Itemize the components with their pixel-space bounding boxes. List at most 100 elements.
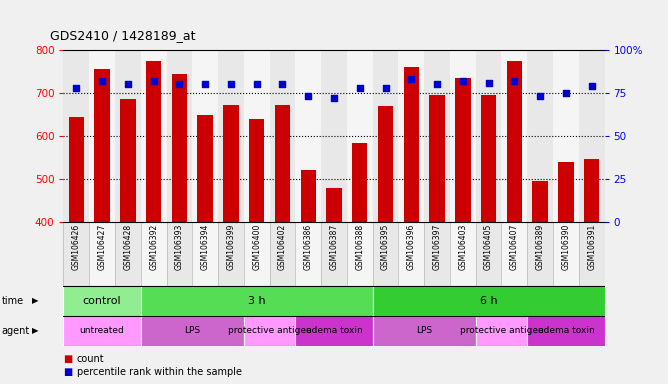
Bar (90, 50, 115, 222)
Text: GSM106387: GSM106387 (329, 223, 339, 270)
Bar (584, 159, 599, 222)
Bar (502, 50, 527, 222)
Bar (578, 222, 605, 286)
Bar (141, 222, 166, 286)
Text: time: time (1, 296, 23, 306)
Bar (476, 316, 527, 346)
Bar (166, 222, 192, 286)
Point (560, 90, 571, 96)
Point (587, 83, 597, 89)
Bar (218, 222, 244, 286)
Bar (527, 316, 605, 346)
Bar (558, 162, 574, 222)
Bar (192, 222, 218, 286)
Text: GSM106428: GSM106428 (124, 223, 132, 270)
Text: protective antigen: protective antigen (460, 326, 543, 335)
Bar (63, 50, 90, 222)
Text: percentile rank within the sample: percentile rank within the sample (77, 367, 242, 377)
Point (406, 76, 417, 82)
Bar (115, 222, 141, 286)
Text: GSM106403: GSM106403 (458, 223, 468, 270)
Bar (223, 105, 238, 222)
Bar (578, 50, 605, 222)
Text: GSM106427: GSM106427 (98, 223, 107, 270)
Bar (481, 95, 496, 222)
Point (483, 79, 494, 86)
Bar (352, 142, 367, 222)
Bar (301, 170, 316, 222)
Bar (115, 50, 141, 222)
Point (432, 81, 442, 88)
Bar (476, 50, 502, 222)
Text: control: control (83, 296, 122, 306)
Text: GSM106393: GSM106393 (175, 223, 184, 270)
Text: ▶: ▶ (32, 326, 39, 335)
Bar (321, 222, 347, 286)
Bar (270, 50, 295, 222)
Bar (527, 50, 553, 222)
Bar (450, 50, 476, 222)
Bar (506, 61, 522, 222)
Text: GSM106399: GSM106399 (226, 223, 235, 270)
Bar (249, 119, 265, 222)
Text: LPS: LPS (416, 326, 432, 335)
Point (122, 81, 133, 88)
Bar (270, 222, 295, 286)
Bar (553, 222, 578, 286)
Bar (94, 70, 110, 222)
Bar (502, 222, 527, 286)
Bar (373, 222, 398, 286)
Bar (403, 67, 419, 222)
Bar (373, 316, 476, 346)
Bar (455, 78, 470, 222)
Bar (295, 50, 321, 222)
Bar (166, 50, 192, 222)
Text: ■: ■ (63, 367, 73, 377)
Bar (321, 50, 347, 222)
Text: protective antigen: protective antigen (228, 326, 311, 335)
Text: 3 h: 3 h (248, 296, 265, 306)
Bar (63, 222, 90, 286)
Text: ▶: ▶ (32, 296, 39, 305)
Text: count: count (77, 354, 104, 364)
Point (380, 85, 391, 91)
Text: GSM106397: GSM106397 (433, 223, 442, 270)
Point (200, 81, 210, 88)
Bar (476, 222, 502, 286)
Point (174, 81, 185, 88)
Bar (398, 50, 424, 222)
Bar (532, 181, 548, 222)
Text: GDS2410 / 1428189_at: GDS2410 / 1428189_at (50, 29, 196, 42)
Text: GSM106390: GSM106390 (561, 223, 570, 270)
Text: LPS: LPS (184, 326, 200, 335)
Bar (146, 61, 162, 222)
Text: GSM106402: GSM106402 (278, 223, 287, 270)
Text: GSM106426: GSM106426 (72, 223, 81, 270)
Bar (69, 117, 84, 222)
Text: agent: agent (1, 326, 29, 336)
Point (509, 78, 520, 84)
Bar (192, 50, 218, 222)
Bar (373, 50, 398, 222)
Text: GSM106388: GSM106388 (355, 223, 364, 270)
Text: GSM106405: GSM106405 (484, 223, 493, 270)
Bar (120, 99, 136, 222)
Bar (347, 222, 373, 286)
Text: edema toxin: edema toxin (306, 326, 362, 335)
Bar (527, 222, 553, 286)
Bar (424, 50, 450, 222)
Text: GSM106396: GSM106396 (407, 223, 415, 270)
Text: GSM106389: GSM106389 (536, 223, 544, 270)
Bar (141, 316, 244, 346)
Bar (90, 222, 115, 286)
Bar (378, 106, 393, 222)
Point (148, 78, 159, 84)
Bar (63, 316, 141, 346)
Point (277, 81, 288, 88)
Text: GSM106386: GSM106386 (304, 223, 313, 270)
Text: GSM106394: GSM106394 (200, 223, 210, 270)
Bar (244, 50, 270, 222)
Bar (244, 316, 295, 346)
Bar (553, 50, 578, 222)
Point (226, 81, 236, 88)
